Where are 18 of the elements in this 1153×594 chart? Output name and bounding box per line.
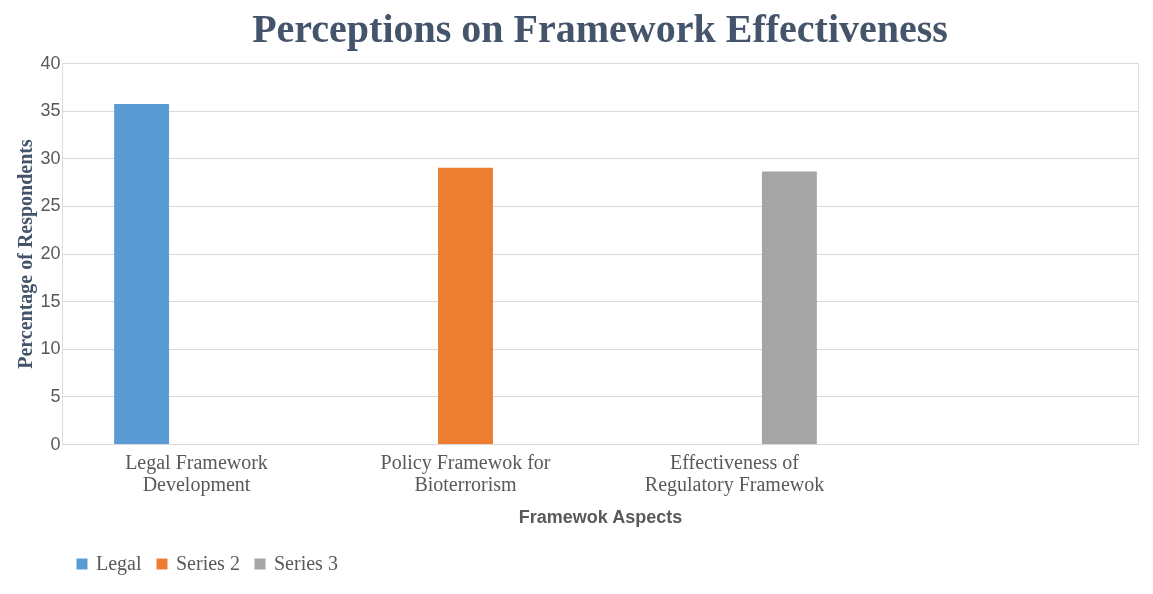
- y-tick-label: 10: [40, 338, 61, 359]
- y-tick-label: 30: [40, 147, 61, 168]
- y-tick-label: 35: [40, 100, 61, 121]
- x-axis-title: Framewok Aspects: [518, 506, 683, 527]
- chart-title: Perceptions on Framework Effectiveness: [252, 6, 948, 51]
- x-tick-label: Legal Framework Development: [125, 450, 268, 496]
- x-tick-label: Effectiveness of Regulatory Framewok: [644, 450, 825, 496]
- legend-label: Series 2: [176, 552, 240, 574]
- y-tick-label: 5: [50, 385, 61, 406]
- y-tick-label: 15: [40, 290, 61, 311]
- y-axis-title: Percentage of Respondents: [14, 138, 38, 369]
- x-tick-label: Policy Framewok for Bioterrorism: [380, 450, 551, 495]
- legend-label: Series 3: [274, 552, 338, 574]
- y-tick-label: 20: [40, 243, 61, 263]
- y-tick-label: 0: [50, 433, 61, 454]
- y-tick-label: 40: [40, 52, 61, 73]
- legend-label: Legal: [96, 552, 142, 575]
- y-tick-label: 25: [40, 195, 61, 216]
